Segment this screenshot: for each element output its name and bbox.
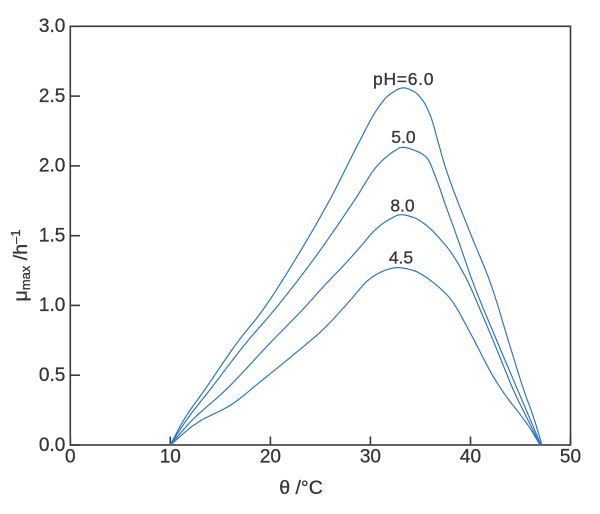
svg-text:3.0: 3.0	[39, 16, 65, 37]
svg-text:θ /°C: θ /°C	[279, 477, 323, 499]
svg-text:0: 0	[65, 447, 76, 468]
svg-text:2.5: 2.5	[39, 86, 65, 107]
svg-text:20: 20	[260, 447, 281, 468]
svg-text:10: 10	[160, 447, 181, 468]
svg-text:pH=6.0: pH=6.0	[373, 69, 434, 89]
svg-text:40: 40	[460, 447, 481, 468]
svg-text:0.5: 0.5	[39, 365, 65, 386]
svg-text:30: 30	[360, 447, 381, 468]
svg-text:2.0: 2.0	[39, 156, 65, 177]
svg-text:5.0: 5.0	[391, 127, 416, 147]
svg-text:1.0: 1.0	[39, 295, 65, 316]
svg-text:8.0: 8.0	[390, 196, 415, 216]
svg-text:1.5: 1.5	[39, 226, 65, 247]
svg-text:0.0: 0.0	[39, 435, 65, 456]
svg-text:4.5: 4.5	[389, 248, 413, 268]
svg-text:50: 50	[560, 447, 581, 468]
